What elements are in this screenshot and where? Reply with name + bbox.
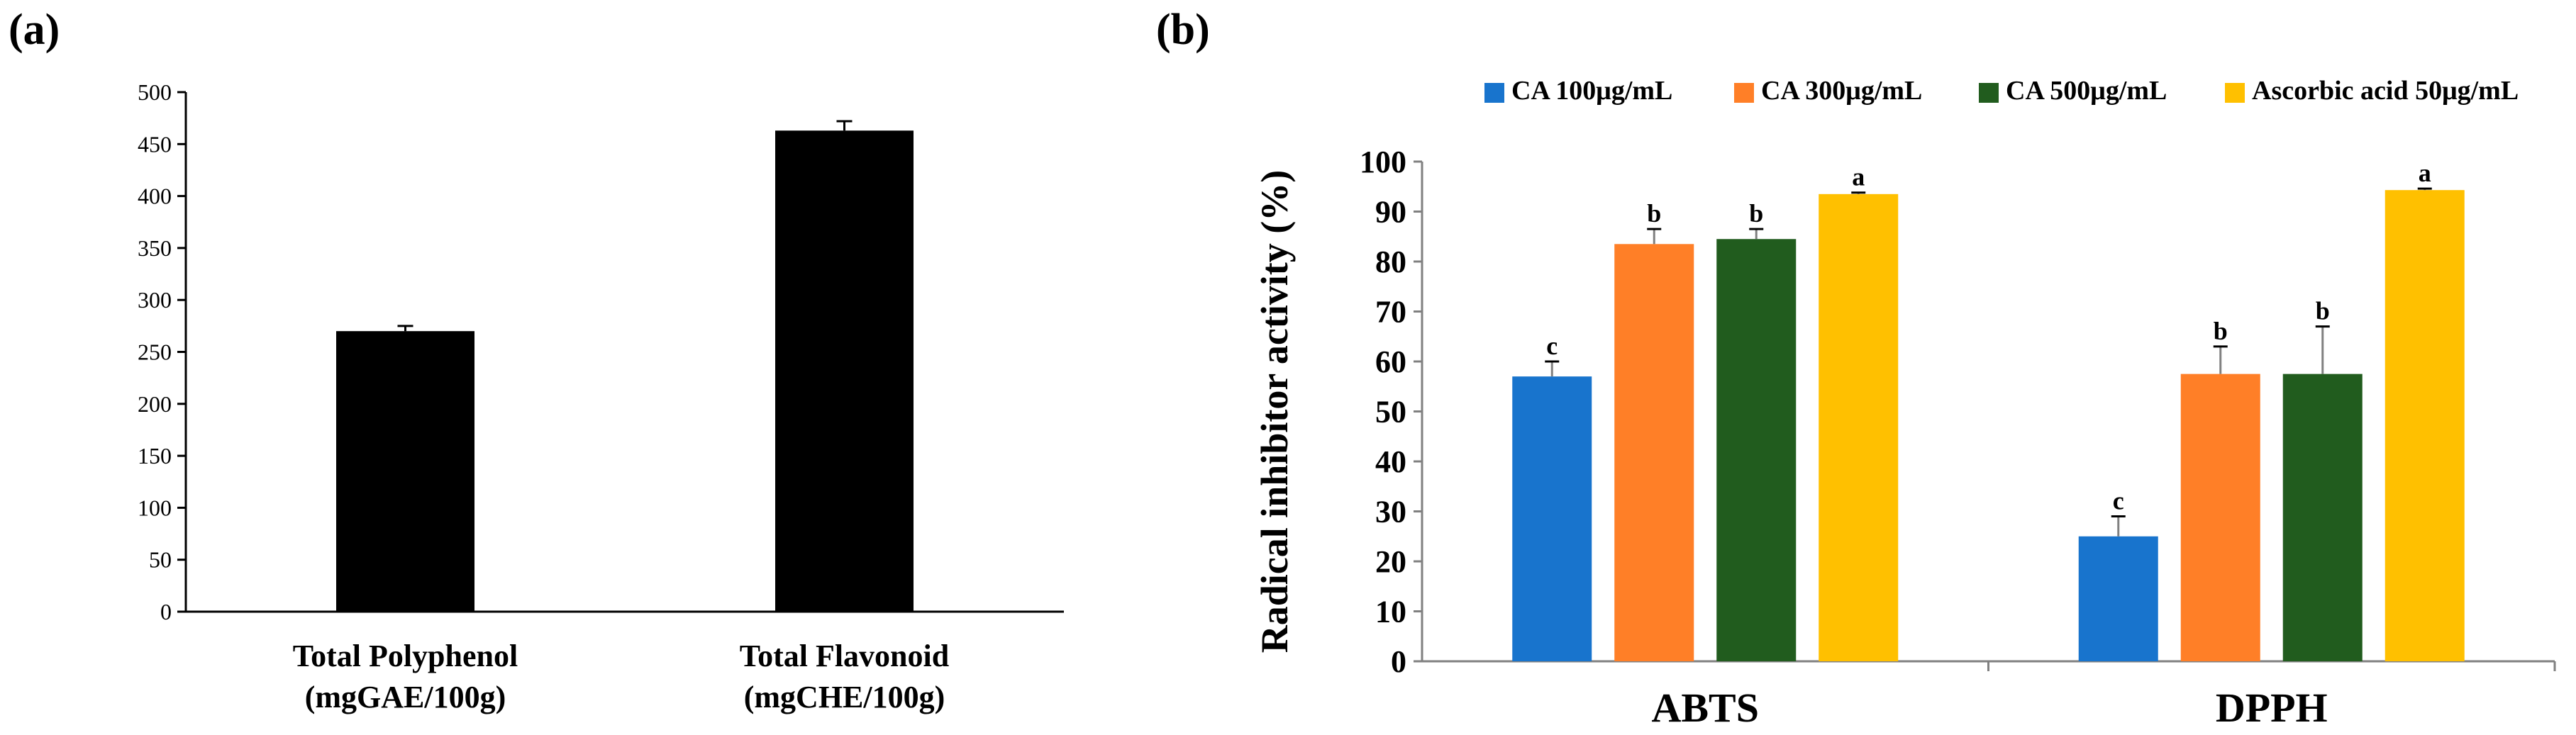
y-tick-label-a: 150 <box>138 443 172 469</box>
y-tick-label-b: 60 <box>1375 344 1406 379</box>
legend-label: CA 100μg/mL <box>1511 76 1672 106</box>
category-label-a: (mgGAE/100g) <box>305 680 506 714</box>
chart-panel-b: (b) Radical inhibitor activity (%) 0 10 20 30… <box>1156 6 2556 731</box>
y-tick-label-b: 10 <box>1375 595 1406 629</box>
y-tick-label-b: 40 <box>1375 444 1406 479</box>
y-tick-label-a: 100 <box>138 495 172 520</box>
y-tick-label-a: 250 <box>138 340 172 365</box>
y-tick-label-a: 450 <box>138 131 172 157</box>
y-tick-label-b: 70 <box>1375 295 1406 330</box>
significance-letter: a <box>2419 159 2431 187</box>
bar-b <box>1819 193 1899 661</box>
bar-b <box>1716 239 1797 661</box>
y-tick-label-a: 200 <box>138 391 172 417</box>
y-tick-label-b: 50 <box>1375 395 1406 430</box>
legend-swatch <box>2225 83 2245 103</box>
bar-b <box>2282 374 2363 661</box>
significance-letter: b <box>1749 199 1763 228</box>
bar-a <box>775 130 914 612</box>
legend-label: CA 300μg/mL <box>1761 76 1922 106</box>
significance-letter: c <box>2113 487 2124 515</box>
significance-letter: b <box>2214 317 2228 345</box>
legend-label: Ascorbic acid 50μg/mL <box>2252 76 2519 106</box>
y-axis-label-b: Radical inhibitor activity (%) <box>1253 170 1296 653</box>
bar-b <box>2078 536 2158 661</box>
y-tick-label-b: 30 <box>1375 495 1406 529</box>
y-tick-label-b: 100 <box>1360 145 1406 179</box>
panel-label-a: (a) <box>9 6 60 54</box>
y-tick-label-b: 90 <box>1375 195 1406 230</box>
bar-b <box>1614 244 1694 661</box>
category-label-a: Total Polyphenol <box>293 639 518 673</box>
y-tick-label-a: 350 <box>138 235 172 261</box>
bar-a <box>336 331 474 612</box>
significance-letter: b <box>1647 199 1661 228</box>
legend-swatch <box>1484 83 1504 103</box>
y-tick-label-b: 0 <box>1391 644 1406 679</box>
significance-letter: a <box>1852 163 1865 191</box>
category-label-b: DPPH <box>2216 685 2328 731</box>
category-label-a: (mgCHE/100g) <box>744 680 945 714</box>
legend-swatch <box>1979 83 1999 103</box>
significance-letter: b <box>2316 297 2330 325</box>
y-tick-label-a: 300 <box>138 287 172 313</box>
legend-swatch <box>1734 83 1754 103</box>
y-tick-label-a: 500 <box>138 79 172 105</box>
chart-panel-a: (a) 0 50 100 150 200 250 300 350 400 450 500 Total P… <box>9 6 1064 714</box>
significance-letter: c <box>1546 332 1558 360</box>
category-label-b: ABTS <box>1651 685 1759 731</box>
y-tick-label-a: 400 <box>138 184 172 209</box>
category-label-a: Total Flavonoid <box>740 639 949 673</box>
y-tick-label-b: 20 <box>1375 544 1406 579</box>
y-tick-label-b: 80 <box>1375 245 1406 279</box>
legend-label: CA 500μg/mL <box>2006 76 2167 106</box>
y-tick-label-a: 0 <box>160 599 172 624</box>
panel-label-b: (b) <box>1156 6 1210 54</box>
bar-b <box>2180 374 2260 661</box>
bar-b <box>2385 190 2465 661</box>
y-tick-label-a: 50 <box>149 547 172 573</box>
bar-b <box>1512 376 1592 661</box>
